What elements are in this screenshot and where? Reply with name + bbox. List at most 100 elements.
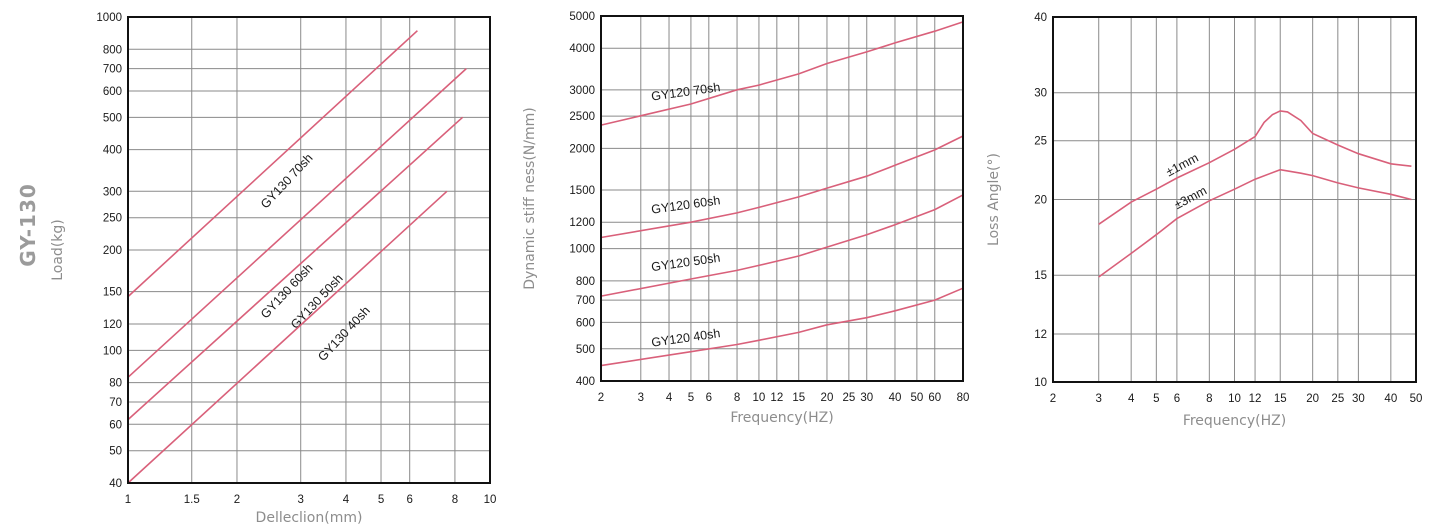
series-line-gy130-50sh [127,116,464,421]
series-line-pm1mm [1098,110,1412,225]
y-tick-label: 400 [103,145,122,157]
y-tick-label: 600 [103,86,122,98]
y-tick-label: 12 [1034,329,1047,341]
series-line-gy120-40sh [600,287,964,367]
y-tick-label: 15 [1034,270,1047,282]
y-tick-label: 300 [103,186,122,198]
y-tick-label: 800 [103,44,122,56]
y-tick-label: 500 [576,344,595,356]
y-tick-label: 50 [109,446,122,458]
y-tick-label: 60 [109,419,122,431]
x-tick-label: 5 [378,494,384,506]
series-label-gy120-40sh: GY120 40sh [650,326,721,350]
y-tick-label: 40 [109,478,122,490]
x-tick-label: 2 [1050,393,1056,405]
y-tick-label: 500 [103,112,122,124]
y-tick-label: 1200 [569,217,595,229]
y-tick-label: 4000 [569,43,595,55]
y-tick-label: 70 [109,397,122,409]
series-label-gy130-70sh: GY130 70sh [258,151,316,211]
series-line-gy120-50sh [600,194,964,297]
series-line-gy120-60sh [600,135,964,239]
x-tick-label: 15 [1274,393,1287,405]
x-tick-label: 25 [842,392,855,404]
series-line-pm3mm [1098,168,1412,278]
plot-frame [127,16,491,484]
x-tick-label: 50 [910,392,923,404]
x-tick-label: 12 [1249,393,1262,405]
y-tick-label: 2000 [569,143,595,155]
x-tick-label: 12 [770,392,783,404]
y-tick-label: 20 [1034,195,1047,207]
y-tick-label: 600 [576,317,595,329]
x-tick-label: 5 [1153,393,1159,405]
y-tick-label: 400 [576,376,595,388]
x-tick-label: 3 [1096,393,1102,405]
x-tick-label: 30 [860,392,873,404]
x-tick-label: 4 [666,392,673,404]
x-tick-label: 8 [452,494,458,506]
plot-frame [1052,16,1417,383]
y-tick-label: 120 [103,319,122,331]
x-tick-label: 50 [1410,393,1423,405]
x-tick-label: 60 [928,392,941,404]
side-title: GY-130 [16,183,40,267]
y-tick-label: 1000 [96,12,122,24]
y-tick-label: 1500 [569,185,595,197]
x-tick-label: 2 [598,392,604,404]
x-axis-label: Frequency(HZ) [730,410,833,426]
x-tick-label: 20 [821,392,834,404]
series-line-gy130-60sh [127,68,467,378]
y-axis-label: Dynamic stiff ness(N/mm) [522,107,538,289]
y-tick-label: 3000 [569,85,595,97]
x-tick-label: 8 [734,392,740,404]
x-axis-label: Frequency(HZ) [1183,413,1286,429]
x-tick-label: 6 [706,392,712,404]
y-tick-label: 10 [1034,377,1047,389]
y-tick-label: 40 [1034,12,1047,24]
x-axis-label: Delleclion(mm) [256,510,363,526]
series-label-gy120-50sh: GY120 50sh [650,251,721,275]
y-tick-label: 2500 [569,111,595,123]
x-tick-label: 1 [125,494,131,506]
y-tick-label: 100 [103,345,122,357]
x-tick-label: 6 [406,494,412,506]
x-tick-label: 30 [1352,393,1365,405]
y-tick-label: 1000 [569,244,595,256]
x-tick-label: 4 [343,494,350,506]
x-tick-label: 3 [298,494,304,506]
series-label-gy130-40sh: GY130 40sh [315,304,373,364]
x-tick-label: 2 [234,494,240,506]
x-tick-label: 5 [688,392,694,404]
series-line-gy130-70sh [127,30,418,298]
series-line-gy130-40sh [127,190,448,484]
x-tick-label: 3 [638,392,644,404]
x-tick-label: 40 [1384,393,1397,405]
y-tick-label: 250 [103,213,122,225]
x-tick-label: 8 [1206,393,1212,405]
y-tick-label: 30 [1034,88,1047,100]
x-tick-label: 80 [957,392,970,404]
x-tick-label: 10 [484,494,497,506]
stiffness-chart: GY120 70sh GY120 60sh GY120 50sh GY120 40sh… [522,11,969,426]
x-tick-label: 15 [792,392,805,404]
x-tick-label: 10 [753,392,766,404]
y-tick-label: 80 [109,378,122,390]
plot-frame [600,15,964,382]
y-tick-label: 200 [103,245,122,257]
series-label-pm3mm: ±3mm [1172,183,1209,212]
y-tick-label: 700 [576,295,595,307]
y-tick-label: 25 [1034,136,1047,148]
y-tick-label: 800 [576,276,595,288]
x-tick-label: 20 [1306,393,1319,405]
y-tick-label: 5000 [569,11,595,23]
y-axis-label: Load(kg) [50,219,66,281]
y-axis-label: Loss Angle(°) [986,153,1002,246]
x-tick-label: 25 [1331,393,1344,405]
x-tick-label: 40 [889,392,902,404]
x-tick-label: 10 [1228,393,1241,405]
x-tick-label: 4 [1128,393,1135,405]
